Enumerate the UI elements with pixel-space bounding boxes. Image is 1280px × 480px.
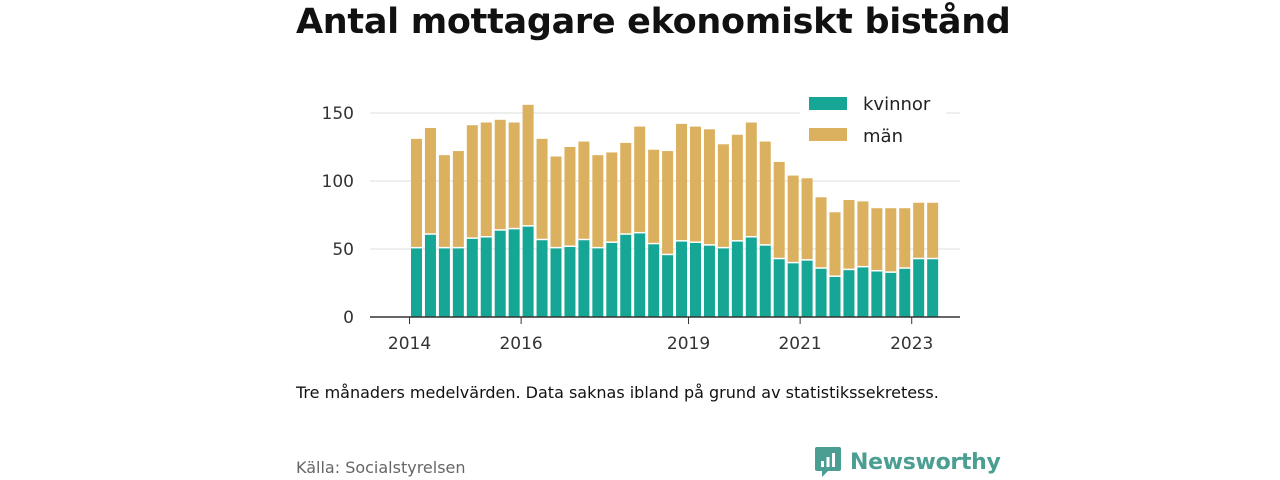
bar-kvinnor: [717, 247, 729, 317]
bar-kvinnor: [494, 229, 506, 317]
y-tick-label: 0: [343, 308, 354, 328]
bar-kvinnor: [801, 259, 813, 317]
bar-kvinnor: [662, 254, 674, 317]
bar-kvinnor: [508, 228, 520, 317]
newsworthy-logo[interactable]: Newsworthy: [814, 446, 1001, 478]
bar-man: [703, 129, 715, 245]
bar-kvinnor: [522, 225, 534, 317]
stacked-bar-chart: 0 50 100 150 2014 2016 2019 2021 2023 kvinnor mä…: [321, 90, 960, 354]
bar-kvinnor: [578, 239, 590, 317]
axes: 0 50 100 150 2014 2016 2019 2021 2023: [322, 104, 960, 354]
bar-kvinnor: [843, 269, 855, 317]
bar-man: [885, 208, 897, 273]
bar-man: [466, 125, 478, 239]
bar-man: [815, 197, 827, 269]
bar-man: [913, 202, 925, 259]
chart-title: Antal mottagare ekonomiskt bistånd: [296, 2, 1011, 42]
chart-note: Tre månaders medelvärden. Data saknas ib…: [296, 383, 939, 402]
bar-kvinnor: [690, 242, 701, 317]
bar-man: [452, 151, 464, 248]
y-tick-label: 50: [332, 240, 354, 260]
bar-man: [690, 126, 701, 243]
bar-kvinnor: [885, 272, 897, 317]
bar-man: [759, 141, 771, 245]
bar-man: [745, 122, 757, 237]
x-tick-label: 2021: [778, 334, 821, 354]
bar-kvinnor: [829, 276, 841, 317]
bar-kvinnor: [424, 234, 436, 317]
legend-swatch-man: [809, 128, 847, 141]
bar-kvinnor: [564, 246, 576, 317]
bar-man: [620, 142, 632, 235]
x-tick-label: 2016: [499, 334, 542, 354]
x-tick-label: 2023: [890, 334, 933, 354]
bar-man: [522, 104, 534, 226]
bar-man: [927, 202, 939, 259]
bar-kvinnor: [759, 244, 771, 317]
bar-kvinnor: [536, 239, 548, 317]
bar-man: [676, 123, 688, 241]
bar-kvinnor: [606, 242, 618, 317]
bar-kvinnor: [731, 240, 743, 317]
y-tick-label: 150: [322, 104, 354, 124]
bar-kvinnor: [913, 258, 925, 317]
bar-man: [634, 126, 646, 233]
bar-man: [899, 208, 911, 269]
bar-kvinnor: [411, 247, 422, 317]
bar-kvinnor: [480, 236, 492, 317]
bar-kvinnor: [676, 240, 688, 317]
bar-man: [829, 212, 841, 277]
bar-kvinnor: [620, 234, 632, 317]
bar-kvinnor: [438, 247, 450, 317]
bar-man: [508, 122, 520, 229]
bar-kvinnor: [787, 262, 799, 317]
bar-kvinnor: [815, 268, 827, 317]
bar-kvinnor: [927, 258, 939, 317]
x-tick-label: 2014: [388, 334, 431, 354]
bar-man: [564, 147, 576, 247]
bar-kvinnor: [592, 247, 604, 317]
legend-label-man: män: [863, 126, 903, 147]
bar-man: [550, 156, 562, 248]
bar-kvinnor: [871, 270, 883, 317]
bar-kvinnor: [745, 236, 757, 317]
source-text: Källa: Socialstyrelsen: [296, 458, 466, 477]
bar-man: [787, 175, 799, 263]
logo-text: Newsworthy: [850, 449, 1001, 475]
bar-man: [871, 208, 883, 271]
bar-man: [857, 201, 869, 267]
bar-man: [592, 155, 604, 248]
bar-kvinnor: [899, 268, 911, 317]
bar-man: [494, 119, 506, 230]
bar-kvinnor: [857, 266, 869, 317]
bar-man: [411, 138, 422, 248]
bar-chart-speech-bubble-icon: [815, 447, 841, 477]
bar-kvinnor: [773, 258, 785, 317]
bar-man: [438, 155, 450, 248]
bar-man: [843, 200, 855, 270]
bar-man: [606, 152, 618, 243]
bar-man: [662, 151, 674, 255]
bar-man: [480, 122, 492, 237]
bar-kvinnor: [466, 238, 478, 317]
bar-man: [648, 149, 660, 244]
bar-man: [773, 161, 785, 259]
bar-man: [578, 141, 590, 240]
bars: [411, 104, 939, 317]
bar-kvinnor: [634, 232, 646, 317]
bar-kvinnor: [648, 243, 660, 317]
bar-man: [536, 138, 548, 240]
bar-kvinnor: [550, 247, 562, 317]
bar-kvinnor: [703, 244, 715, 317]
legend-label-kvinnor: kvinnor: [863, 94, 931, 115]
bar-man: [731, 134, 743, 241]
y-tick-label: 100: [322, 172, 354, 192]
legend-swatch-kvinnor: [809, 97, 847, 110]
bar-kvinnor: [452, 247, 464, 317]
bar-man: [424, 127, 436, 235]
x-tick-label: 2019: [667, 334, 710, 354]
bar-man: [717, 144, 729, 248]
legend: kvinnor män: [800, 90, 946, 154]
bar-man: [801, 178, 813, 260]
